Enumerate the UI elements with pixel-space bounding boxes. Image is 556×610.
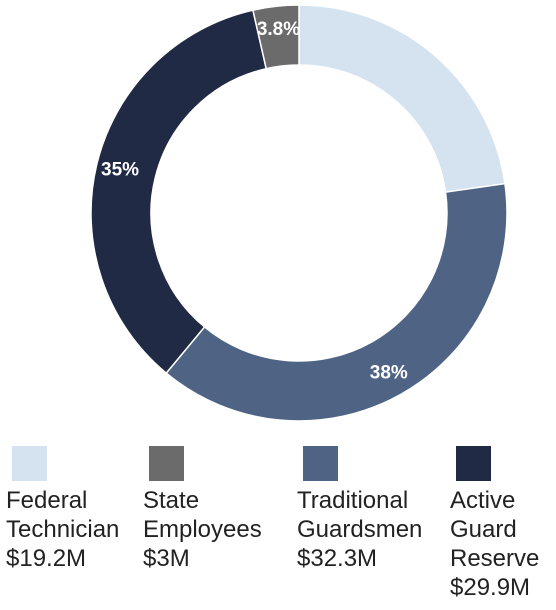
- legend-label-line: State: [143, 487, 200, 514]
- slice-percent-label: 35%: [101, 159, 139, 180]
- legend-item-traditional-guardsmen: Traditional Guardsmen $32.3M: [297, 446, 422, 572]
- donut-slice-active-guard-reserve: [90, 9, 268, 375]
- legend-item-state-employees: State Employees $3M: [143, 446, 262, 572]
- donut-slice-traditional-guardsmen: [165, 182, 508, 422]
- legend-swatch: [303, 446, 338, 481]
- legend-swatch: [456, 446, 491, 481]
- donut-slice-federal-technician: [298, 4, 506, 193]
- legend-label-line: Technician: [6, 516, 120, 543]
- legend-value: $29.9M: [450, 574, 531, 601]
- legend-label-line: Guard: [450, 516, 517, 543]
- legend-swatch: [12, 446, 47, 481]
- legend-value: $3M: [143, 545, 190, 572]
- legend-item-federal-technician: Federal Technician $19.2M: [6, 446, 119, 572]
- slice-percent-label: 38%: [370, 363, 408, 384]
- legend-value: $19.2M: [6, 545, 87, 572]
- donut-chart: 38% 35% 3.8%: [90, 4, 508, 422]
- legend-label-line: Federal: [6, 487, 88, 514]
- legend-swatch: [149, 446, 184, 481]
- legend-label-line: Guardsmen: [297, 516, 423, 543]
- donut-slice-state-employees: [252, 4, 300, 70]
- slice-percent-label: 3.8%: [257, 19, 300, 40]
- legend-label-line: Reserve: [450, 545, 540, 572]
- legend-label-line: Active: [450, 487, 516, 514]
- legend-value: $32.3M: [297, 545, 378, 572]
- legend-label-line: Employees: [143, 516, 262, 543]
- legend-item-active-guard-reserve: Active Guard Reserve $29.9M: [450, 446, 539, 601]
- legend-label-line: Traditional: [297, 487, 409, 514]
